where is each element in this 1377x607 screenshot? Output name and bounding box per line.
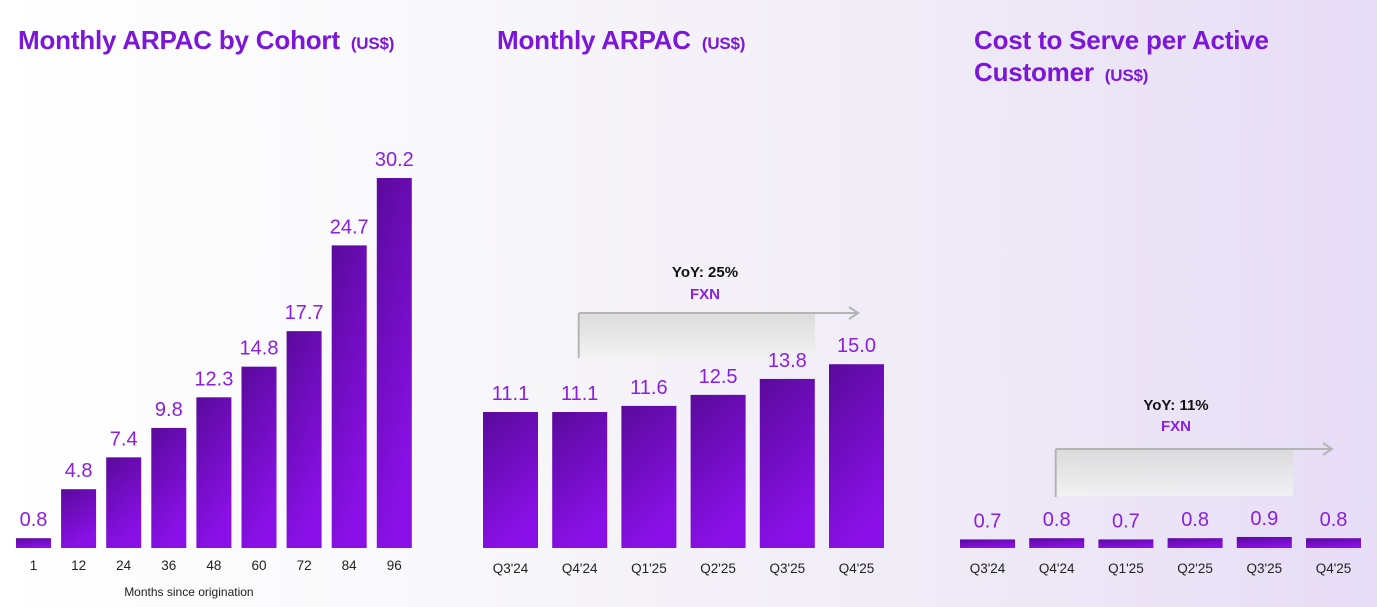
chart3-tick-label: Q4'24 [1039,561,1075,576]
chart1-bar [331,245,367,549]
chart1-tick-label: 96 [387,558,402,573]
chart2-data-label: 11.1 [492,383,529,405]
chart2-bar [759,378,815,548]
chart1-data-label: 0.8 [20,509,48,531]
chart2-title-text: Monthly ARPAC [497,25,691,55]
chart1-title: Monthly ARPAC by Cohort (US$) [18,24,458,60]
chart-arpac: YoY: 25% FXN 11.1 Q3'24 11.1 Q4'24 11.6 Q1'25 12… [483,264,884,576]
chart3-tick-label: Q3'25 [1246,561,1282,576]
chart2-bar [690,394,746,548]
chart1-bar [151,427,187,548]
chart2-title: Monthly ARPAC (US$) [497,24,897,60]
chart1-tick-label: 60 [251,558,266,573]
chart1-tick-label: 12 [71,558,86,573]
chart2-tick-label: Q4'24 [562,561,598,576]
chart3-fxn-label: FXN [1161,418,1191,435]
chart1-title-text: Monthly ARPAC by Cohort [18,25,340,55]
chart2-bar [829,364,884,548]
chart3-bar [1167,538,1223,548]
chart1-data-label: 7.4 [110,428,138,450]
chart3-yoy-arrowhead-icon [1322,442,1334,456]
chart2-title-unit: (US$) [701,34,746,53]
chart-cost-to-serve: YoY: 11% FXN 0.7 Q3'24 0.8 Q4'24 0.7 Q1'25 0.8 Q2… [960,397,1361,576]
chart2-yoy-arrowhead-icon [848,306,860,320]
chart3-title-unit: (US$) [1104,66,1149,85]
chart3-bar [960,539,1015,548]
chart2-tick-label: Q3'25 [769,561,805,576]
chart1-data-label: 17.7 [285,302,324,324]
chart3-data-label: 0.7 [1112,510,1140,532]
chart2-yoy-shade [578,314,815,358]
chart1-bar [376,178,412,548]
chart2-fxn-label: FXN [690,286,720,303]
chart3-tick-label: Q2'25 [1177,561,1213,576]
chart3-data-label: 0.9 [1250,508,1278,530]
chart1-x-axis-label: Months since origination [124,585,253,599]
chart2-tick-label: Q3'24 [493,561,529,576]
chart1-data-label: 30.2 [375,149,414,171]
chart3-tick-label: Q4'25 [1316,561,1352,576]
chart2-tick-label: Q2'25 [700,561,736,576]
chart2-tick-label: Q1'25 [631,561,667,576]
chart1-data-label: 4.8 [65,460,93,482]
chart1-tick-label: 48 [206,558,221,573]
chart2-bar [621,405,677,548]
chart1-tick-label: 36 [161,558,176,573]
chart3-data-label: 0.8 [1043,509,1071,531]
chart1-data-label: 24.7 [330,216,369,238]
chart2-data-label: 12.5 [699,366,738,388]
chart3-tick-label: Q1'25 [1108,561,1144,576]
chart1-tick-label: 84 [342,558,358,573]
chart1-bar [286,331,322,548]
chart3-bar [1236,536,1292,548]
chart3-title-text: Cost to Serve per Active Customer [974,25,1269,87]
chart3-yoy-label: YoY: 11% [1143,397,1208,414]
chart2-bar [552,412,608,548]
chart1-bar [16,538,51,548]
chart3-data-label: 0.7 [974,510,1002,532]
chart1-bar [61,489,97,548]
chart1-tick-label: 72 [297,558,312,573]
chart1-data-label: 12.3 [194,368,233,390]
chart3-bar [1029,538,1085,548]
chart1-data-label: 9.8 [155,399,183,421]
chart2-yoy-label: YoY: 25% [672,264,738,281]
chart-cohort: 0.814.8127.4249.83612.34814.86017.77224.… [16,149,414,599]
chart1-tick-label: 1 [30,558,38,573]
chart3-title: Cost to Serve per Active Customer (US$) [974,24,1354,92]
chart1-bar [196,397,232,548]
chart2-tick-label: Q4'25 [839,561,875,576]
chart1-data-label: 14.8 [240,338,279,360]
chart3-yoy-shade [1055,450,1293,496]
chart1-title-unit: (US$) [350,34,395,53]
chart1-bar [241,366,277,548]
chart2-data-label: 15.0 [837,335,876,357]
chart3-bar [1306,538,1361,548]
chart3-tick-label: Q3'24 [970,561,1006,576]
chart2-bar [483,412,538,548]
chart1-tick-label: 24 [116,558,132,573]
chart3-bar [1098,539,1154,548]
chart2-data-label: 13.8 [768,350,807,372]
chart3-data-label: 0.8 [1320,509,1348,531]
chart2-data-label: 11.1 [561,383,598,405]
chart2-data-label: 11.6 [630,377,667,399]
chart3-data-label: 0.8 [1181,509,1209,531]
chart1-bar [106,457,142,548]
